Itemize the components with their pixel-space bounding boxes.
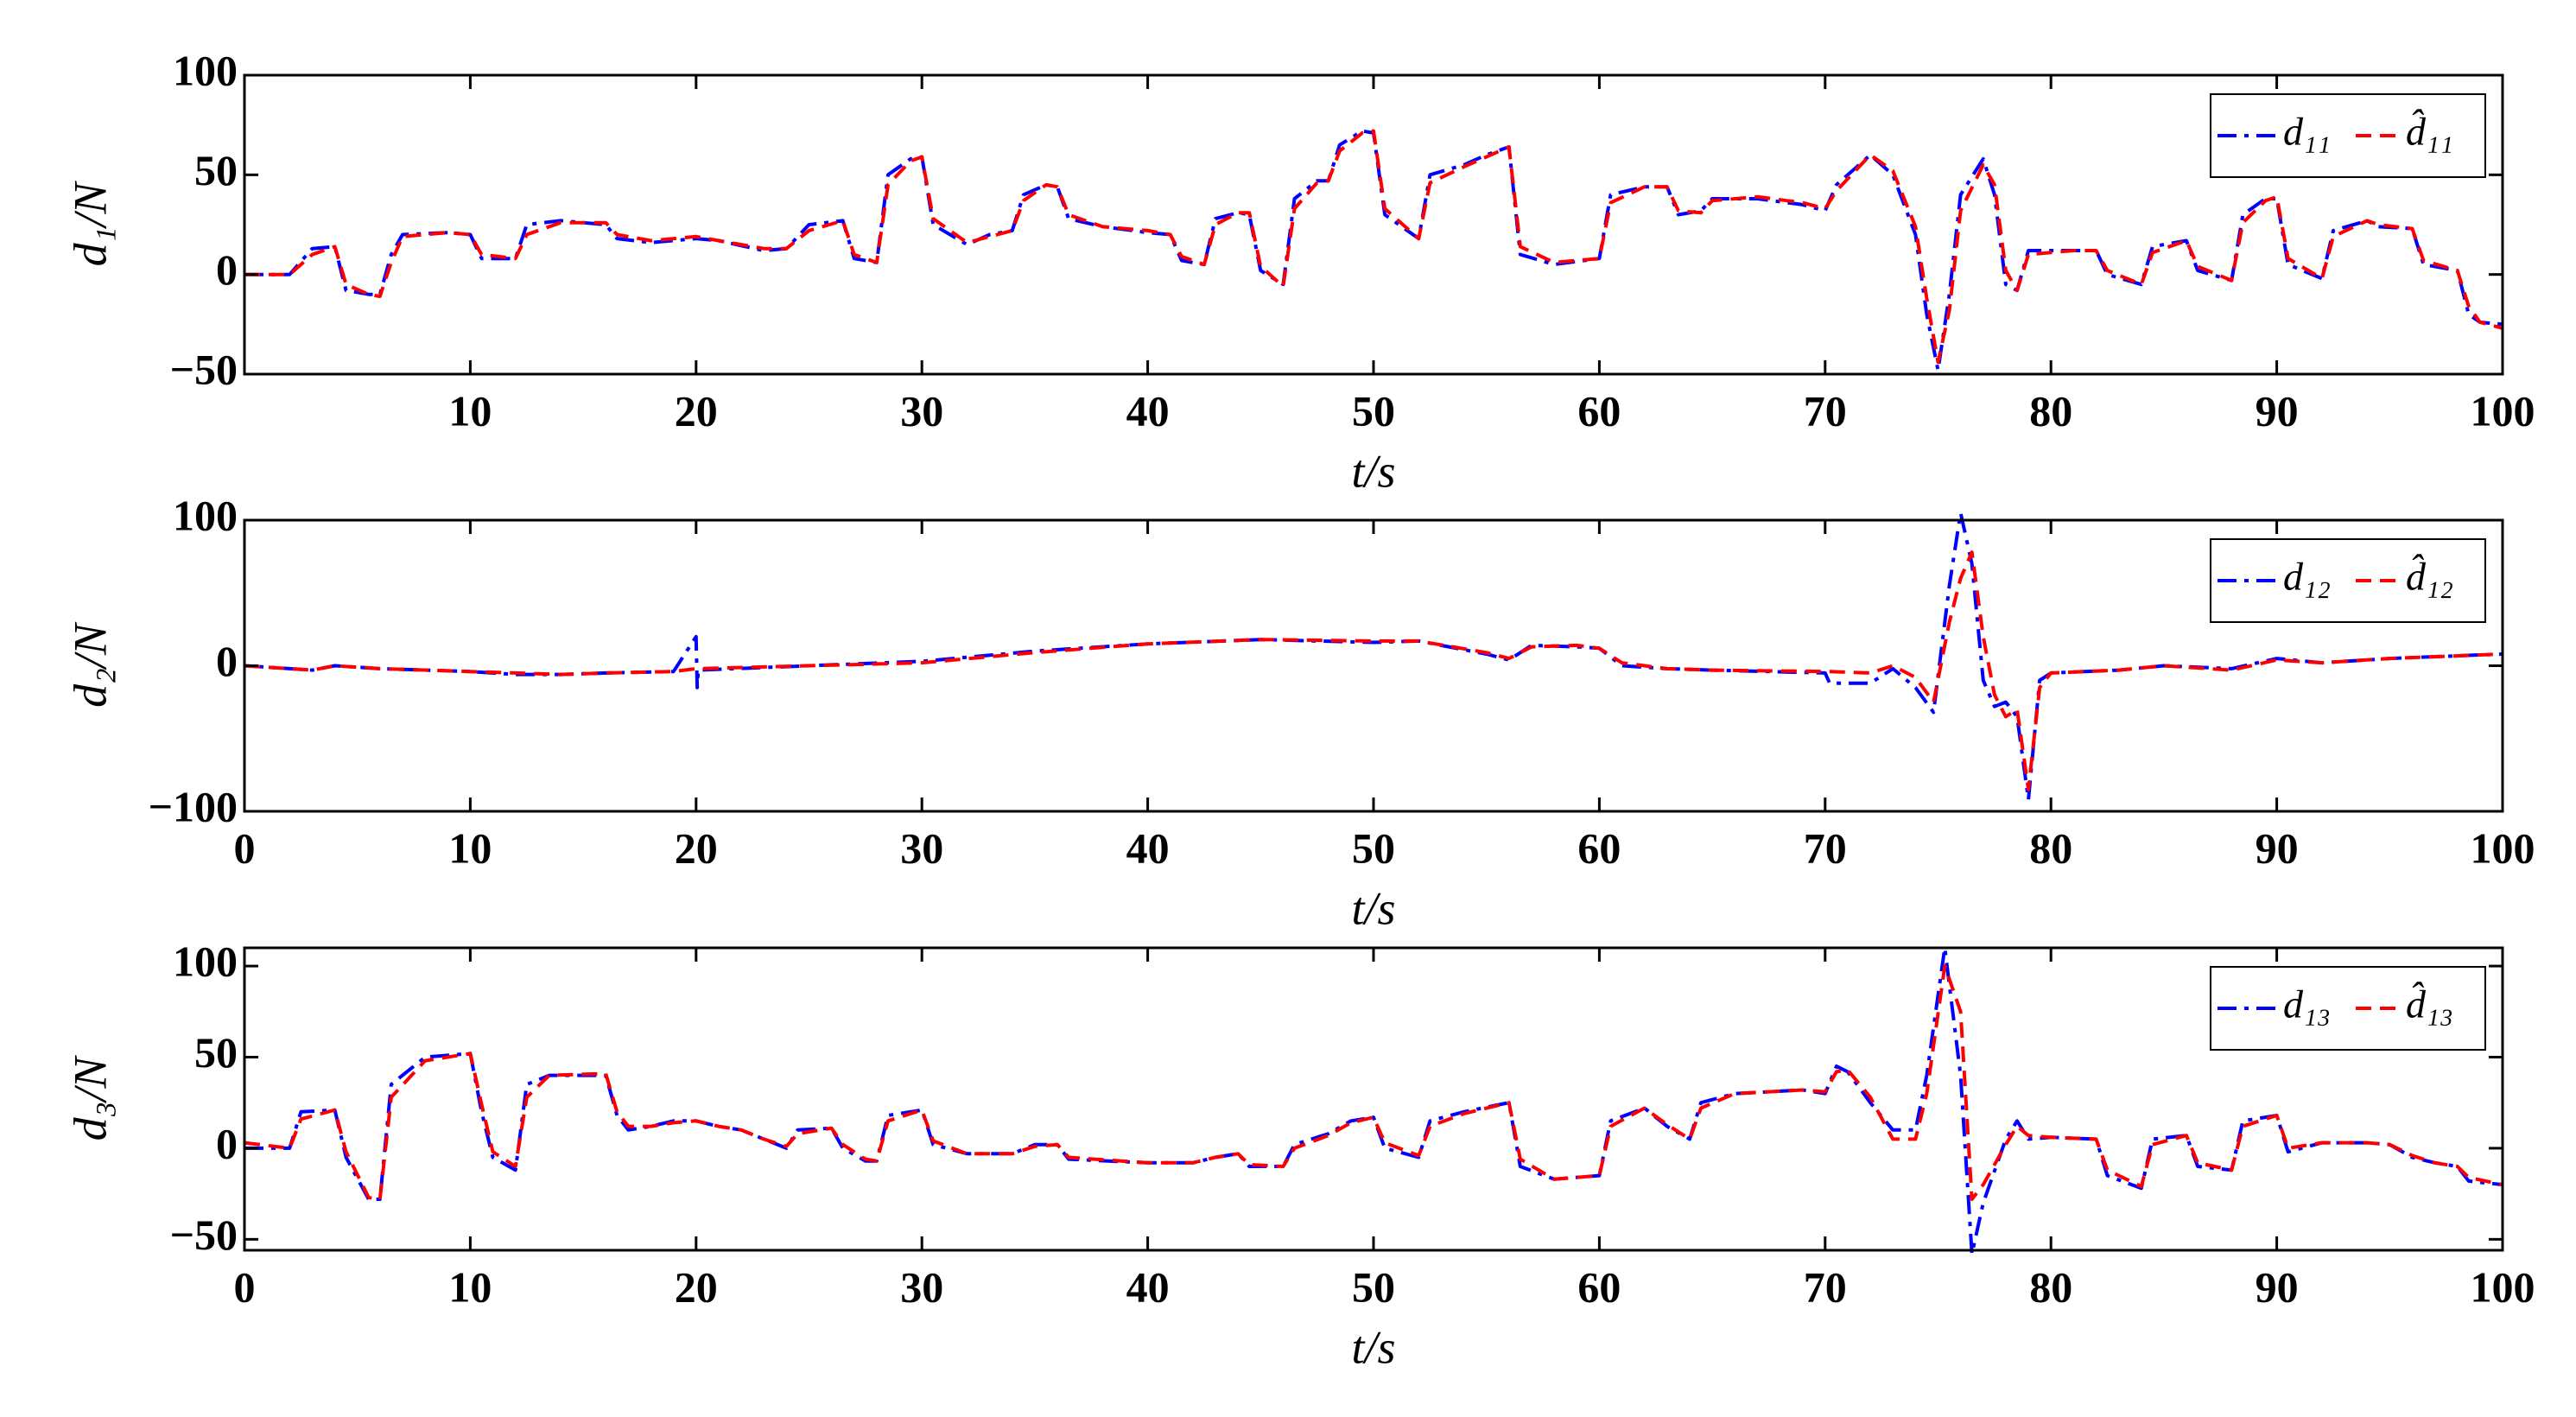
y-tick-label: 100 [173, 46, 238, 94]
data-line [244, 511, 2503, 802]
x-tick-label: 70 [1804, 386, 1847, 435]
panel: 0 10 20 30 40 50 60 70 80 90 100−50050100t/sd₃/Nd₁… [64, 937, 2535, 1374]
y-axis-label: d₂/N [64, 621, 116, 708]
y-tick-label: −100 [149, 782, 238, 830]
axes-box [243, 73, 2504, 376]
legend-box [2210, 966, 2486, 1051]
x-tick-label: 100 [2471, 386, 2535, 435]
x-axis-label: t/s [1351, 882, 1395, 934]
x-tick-label: 80 [2029, 1262, 2072, 1311]
x-tick-label: 30 [900, 1262, 943, 1311]
x-tick-label: 20 [675, 386, 718, 435]
x-tick-label: 20 [675, 1262, 718, 1311]
data-line [244, 964, 2503, 1201]
legend-label: d₁₁ [2283, 110, 2331, 154]
y-tick-label: 0 [216, 1119, 238, 1167]
y-tick-label: −50 [170, 1210, 238, 1259]
x-tick-label: 40 [1126, 386, 1170, 435]
data-line [244, 129, 2503, 372]
x-tick-label: 50 [1352, 1262, 1395, 1311]
y-axis-label: d₁/N [64, 181, 116, 267]
x-tick-label: 0 [234, 1262, 256, 1311]
y-tick-label: 100 [173, 491, 238, 539]
y-tick-label: 100 [173, 937, 238, 986]
x-tick-label: 90 [2256, 823, 2299, 872]
legend-label: d₁₃ [2283, 982, 2331, 1026]
data-line [244, 129, 2503, 365]
x-tick-label: 10 [448, 386, 492, 435]
y-axis-label: d₃/N [64, 1055, 116, 1141]
x-tick-label: 80 [2029, 386, 2072, 435]
x-tick-label: 80 [2029, 823, 2072, 872]
data-line [244, 946, 2503, 1256]
x-tick-label: 100 [2471, 1262, 2535, 1311]
y-tick-label: −50 [170, 345, 238, 393]
x-tick-label: 60 [1577, 386, 1621, 435]
y-tick-label: 50 [194, 146, 238, 194]
legend-label: d̂₁₁ [2406, 109, 2453, 153]
x-tick-label: 90 [2256, 386, 2299, 435]
legend-label: d₁₂ [2283, 555, 2331, 599]
x-tick-label: 0 [234, 823, 256, 872]
panel: 0 10 20 30 40 50 60 70 80 90 100−1000100t/sd₂/Nd₁₂… [64, 491, 2535, 934]
x-tick-label: 30 [900, 386, 943, 435]
x-tick-label: 40 [1126, 1262, 1170, 1311]
x-tick-label: 20 [675, 823, 718, 872]
axes-box [243, 946, 2504, 1252]
x-axis-label: t/s [1351, 1321, 1395, 1373]
x-tick-label: 90 [2256, 1262, 2299, 1311]
x-axis-label: t/s [1351, 445, 1395, 497]
x-tick-label: 40 [1126, 823, 1170, 872]
y-tick-label: 50 [194, 1028, 238, 1077]
x-tick-label: 50 [1352, 386, 1395, 435]
x-tick-label: 10 [448, 823, 492, 872]
y-tick-label: 0 [216, 637, 238, 685]
y-tick-label: 0 [216, 245, 238, 294]
data-line [244, 550, 2503, 791]
x-tick-label: 60 [1577, 1262, 1621, 1311]
x-tick-label: 70 [1804, 823, 1847, 872]
legend-label: d̂₁₃ [2406, 982, 2453, 1026]
x-tick-label: 10 [448, 1262, 492, 1311]
x-tick-label: 30 [900, 823, 943, 872]
x-tick-label: 50 [1352, 823, 1395, 872]
x-tick-label: 100 [2471, 823, 2535, 872]
x-tick-label: 60 [1577, 823, 1621, 872]
legend-label: d̂₁₂ [2406, 554, 2453, 598]
x-tick-label: 70 [1804, 1262, 1847, 1311]
panel: 10 20 30 40 50 60 70 80 90 100 −50 0 50 100 t/s d₁/N d₁₁… [64, 46, 2535, 497]
